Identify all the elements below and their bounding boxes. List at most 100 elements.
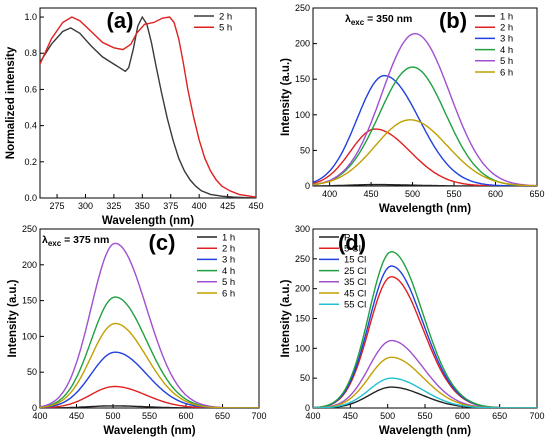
legend-label-6-h: 6 h bbox=[222, 288, 235, 299]
x-tick-label: 400 bbox=[192, 201, 207, 211]
series-lines bbox=[313, 33, 537, 186]
legend-label-1-h: 1 h bbox=[500, 11, 513, 22]
series-line-2-h bbox=[313, 128, 537, 186]
y-tick-label: 0.6 bbox=[24, 84, 37, 94]
legend-label-5-cl: 5 Cl bbox=[344, 244, 361, 255]
x-axis-title: Wavelength (nm) bbox=[379, 425, 471, 437]
panel-a: 275 300 325 350 375 400 425 450 0.0 0.2 0.4 0.6 0.8 1… bbox=[5, 7, 264, 227]
y-tick-label: 50 bbox=[300, 373, 310, 383]
panel-label: (d) bbox=[338, 230, 366, 255]
y-tick-label: 150 bbox=[22, 296, 37, 306]
legend-label-5-h: 5 h bbox=[219, 23, 232, 34]
y-tick-label: 0 bbox=[32, 403, 37, 413]
plot-frame bbox=[39, 7, 257, 199]
legend-label-15-cl: 15 Cl bbox=[344, 255, 366, 266]
series-line-5-h bbox=[40, 16, 256, 198]
legend-label-2-h: 2 h bbox=[222, 244, 235, 255]
x-tick-label: 500 bbox=[105, 411, 120, 421]
legend-label-35-cl: 35 Cl bbox=[344, 277, 366, 288]
x-tick-label: 450 bbox=[69, 411, 84, 421]
x-tick-label: 375 bbox=[163, 201, 178, 211]
legend-label-25-cl: 25 Cl bbox=[344, 266, 366, 277]
legend: 1 h2 h3 h4 h5 h6 h bbox=[197, 232, 235, 299]
legend: 2 h5 h bbox=[194, 11, 232, 34]
x-tick-label: 650 bbox=[215, 411, 230, 421]
y-tick-label: 250 bbox=[295, 3, 310, 13]
x-tick-label: 450 bbox=[364, 189, 379, 199]
legend-label-3-h: 3 h bbox=[222, 255, 235, 266]
y-tick-label: 0.8 bbox=[24, 48, 37, 58]
series-line-1-h bbox=[40, 405, 259, 408]
series-line-2-h bbox=[40, 15, 256, 198]
x-tick-label: 400 bbox=[322, 189, 337, 199]
series-line-45-cl bbox=[313, 356, 537, 408]
y-tick-label: 150 bbox=[295, 74, 310, 84]
y-tick-label: 300 bbox=[295, 224, 310, 234]
y-tick-label: 200 bbox=[22, 260, 37, 270]
y-tick-label: 200 bbox=[295, 39, 310, 49]
x-tick-label: 600 bbox=[488, 189, 503, 199]
panel-c: 400 450 500 550 600 650 700 0 50 100 150 200 250 Wave… bbox=[7, 224, 267, 437]
x-tick-label: 275 bbox=[50, 201, 65, 211]
y-tick-label: 250 bbox=[22, 224, 37, 234]
panel-d: 400 450 500 550 600 650 700 0 50 100 150 200 250 300 W… bbox=[280, 224, 545, 437]
legend-label-5-h: 5 h bbox=[222, 277, 235, 288]
x-axis-title: Wavelength (nm) bbox=[379, 203, 471, 215]
legend-label-5-h: 5 h bbox=[500, 56, 513, 67]
series-line-5-h bbox=[313, 33, 537, 186]
x-tick-label: 450 bbox=[248, 201, 263, 211]
series-line-6-h bbox=[40, 322, 259, 408]
y-tick-label: 50 bbox=[27, 367, 37, 377]
x-tick-label: 550 bbox=[417, 411, 432, 421]
series-lines bbox=[313, 250, 537, 408]
series-line-1-h bbox=[313, 183, 537, 186]
x-axis-title: Wavelength (nm) bbox=[103, 425, 195, 437]
x-tick-label: 400 bbox=[305, 411, 320, 421]
series-lines bbox=[40, 15, 256, 198]
x-tick-label: 350 bbox=[135, 201, 150, 211]
y-tick-label: 250 bbox=[295, 254, 310, 264]
x-tick-label: 600 bbox=[455, 411, 470, 421]
x-axis-title: Wavelength (nm) bbox=[102, 215, 194, 227]
series-line-3-h bbox=[313, 74, 537, 186]
excitation-annotation: λexc = 375 nm bbox=[42, 234, 109, 248]
legend-label-45-cl: 45 Cl bbox=[344, 288, 366, 299]
y-axis-title: Intensity (a.u.) bbox=[280, 279, 292, 357]
x-tick-label: 650 bbox=[529, 189, 544, 199]
x-tick-label: 425 bbox=[220, 201, 235, 211]
x-tick-label: 700 bbox=[529, 411, 544, 421]
legend-label-4-h: 4 h bbox=[222, 266, 235, 277]
x-tick-label: 650 bbox=[492, 411, 507, 421]
panel-label: (b) bbox=[439, 8, 467, 33]
x-tick-label: 300 bbox=[78, 201, 93, 211]
legend-label-55-cl: 55 Cl bbox=[344, 300, 366, 311]
x-tick-label: 550 bbox=[142, 411, 157, 421]
series-lines bbox=[40, 242, 259, 408]
series-line-35-cl bbox=[313, 339, 537, 408]
panel-label: (a) bbox=[107, 8, 134, 33]
y-tick-label: 100 bbox=[295, 343, 310, 353]
series-line-6-h bbox=[313, 119, 537, 186]
y-tick-label: 0.2 bbox=[24, 157, 37, 167]
y-tick-label: 150 bbox=[295, 314, 310, 324]
x-tick-label: 700 bbox=[251, 411, 266, 421]
panel-label: (c) bbox=[149, 230, 176, 255]
y-tick-label: 1.0 bbox=[24, 12, 37, 22]
y-tick-label: 200 bbox=[295, 284, 310, 294]
legend-label-3-h: 3 h bbox=[500, 34, 513, 45]
x-tick-label: 400 bbox=[32, 411, 47, 421]
y-axis-title: Normalized intensity bbox=[5, 46, 17, 159]
legend: 1 h2 h3 h4 h5 h6 h bbox=[475, 11, 513, 78]
y-tick-label: 0.4 bbox=[24, 121, 37, 131]
x-tick-label: 450 bbox=[343, 411, 358, 421]
legend-label-1-h: 1 h bbox=[222, 232, 235, 243]
legend-label-2-h: 2 h bbox=[500, 23, 513, 34]
legend-label-2-h: 2 h bbox=[219, 11, 232, 22]
y-tick-label: 100 bbox=[22, 331, 37, 341]
x-tick-label: 550 bbox=[447, 189, 462, 199]
y-axis-title: Intensity (a.u.) bbox=[280, 58, 292, 136]
series-line-4-h bbox=[40, 296, 259, 408]
y-axis-title: Intensity (a.u.) bbox=[7, 279, 19, 357]
